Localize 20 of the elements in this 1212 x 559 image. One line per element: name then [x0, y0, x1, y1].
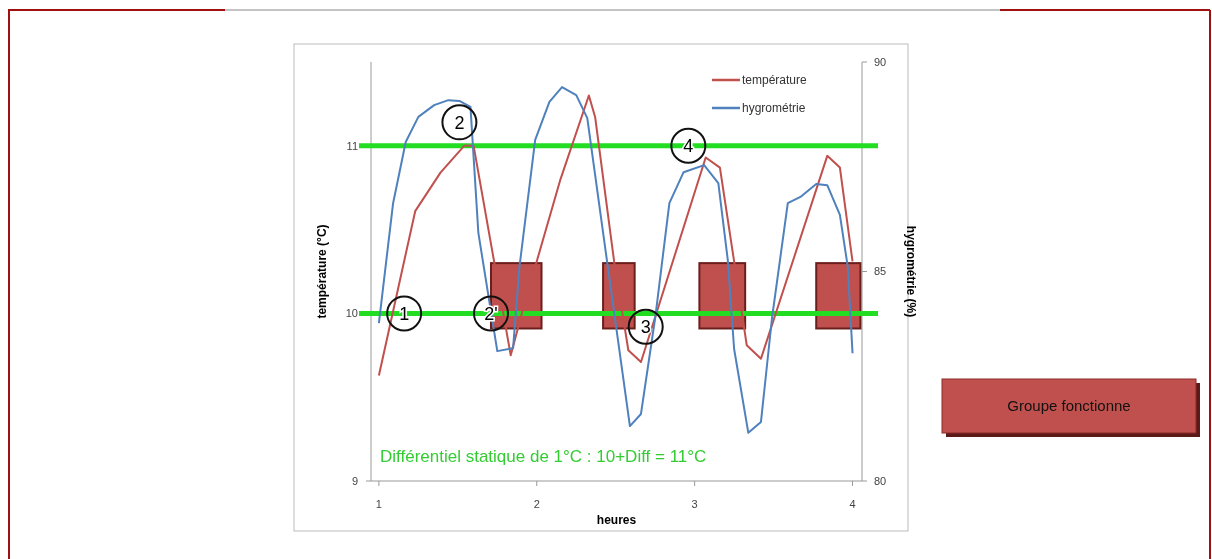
y2-tick-label: 85 [874, 265, 887, 278]
annotation: Différentiel statique de 1°C : 10+Diff = 11°C [380, 447, 707, 466]
x-tick-label: 3 [691, 498, 698, 510]
x-axis-title: heures [596, 513, 637, 527]
y-tick-label: 11 [346, 139, 358, 152]
text: Groupe fonctionne [1007, 397, 1131, 415]
annotation: 3 [640, 317, 651, 338]
y-tick-label: 10 [345, 307, 358, 320]
x-tick-label: 1 [375, 498, 382, 510]
x-tick-label: 4 [849, 498, 856, 510]
y2-tick-label: 90 [874, 55, 887, 68]
x-tick-label: 2 [533, 498, 540, 510]
legend-label: température [742, 73, 808, 88]
annotation: 2 [454, 112, 465, 133]
y-axis-title: température (°C) [315, 224, 329, 319]
y2-axis-title: hygrométrie (%) [904, 225, 918, 318]
y2-tick-label: 80 [874, 474, 887, 487]
legend-label: hygrométrie [742, 101, 806, 116]
y-tick-label: 9 [351, 474, 358, 487]
line-series [377, 86, 854, 434]
